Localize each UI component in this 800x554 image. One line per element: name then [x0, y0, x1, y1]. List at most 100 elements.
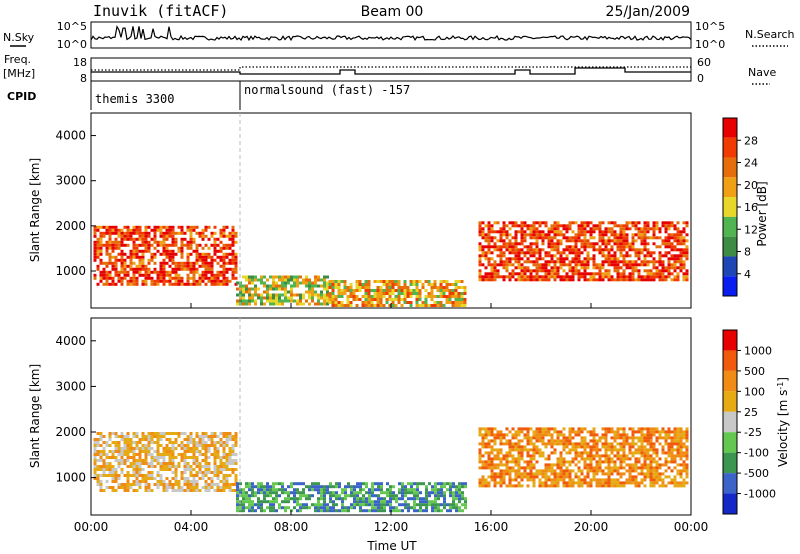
heatmap-cell	[562, 457, 566, 461]
heatmap-cell	[102, 267, 106, 271]
heatmap-cell	[111, 276, 115, 280]
heatmap-cell	[622, 427, 626, 431]
heatmap-cell	[394, 295, 398, 298]
heatmap-cell	[601, 263, 605, 267]
heatmap-cell	[254, 287, 257, 291]
heatmap-cell	[673, 481, 677, 485]
heatmap-cell	[553, 233, 557, 237]
heatmap-cell	[132, 456, 136, 459]
heatmap-cell	[505, 466, 509, 470]
heatmap-cell	[415, 292, 419, 295]
heatmap-cell	[541, 236, 545, 240]
heatmap-cell	[580, 224, 584, 228]
heatmap-cell	[314, 278, 317, 282]
heatmap-cell	[147, 261, 151, 265]
heatmap-cell	[225, 483, 229, 486]
heatmap-cell	[362, 497, 365, 501]
heatmap-cell	[622, 254, 626, 258]
heatmap-cell	[323, 293, 326, 297]
heatmap-cell	[374, 494, 377, 498]
heatmap-cell	[607, 269, 611, 273]
heatmap-cell	[126, 480, 130, 483]
heatmap-cell	[601, 445, 605, 449]
heatmap-cell	[413, 488, 416, 492]
heatmap-cell	[356, 503, 359, 507]
heatmap-cell	[293, 281, 296, 285]
heatmap-cell	[607, 472, 611, 476]
heatmap-cell	[628, 469, 632, 473]
heatmap-cell	[314, 302, 317, 306]
heatmap-cell	[183, 459, 187, 462]
heatmap-cell	[511, 257, 515, 261]
heatmap-cell	[204, 225, 208, 229]
heatmap-cell	[607, 475, 611, 479]
heatmap-cell	[652, 257, 656, 261]
heatmap-cell	[511, 221, 515, 225]
heatmap-cell	[460, 298, 464, 301]
heatmap-cell	[649, 275, 653, 279]
heatmap-cell	[523, 245, 527, 249]
heatmap-cell	[278, 299, 281, 303]
heatmap-cell	[225, 465, 229, 468]
heatmap-cell	[481, 233, 485, 237]
heatmap-cell	[446, 503, 449, 507]
heatmap-cell	[673, 439, 677, 443]
heatmap-cell	[374, 488, 377, 492]
heatmap-cell	[487, 427, 491, 431]
heatmap-cell	[685, 245, 689, 249]
heatmap-cell	[631, 439, 635, 443]
heatmap-cell	[649, 484, 653, 488]
heatmap-cell	[96, 249, 100, 253]
heatmap-cell	[138, 270, 142, 274]
heatmap-cell	[114, 456, 118, 459]
heatmap-cell	[425, 491, 428, 495]
heatmap-cell	[120, 447, 124, 450]
heatmap-cell	[580, 260, 584, 264]
heatmap-cell	[263, 290, 266, 294]
heatmap-cell	[520, 248, 524, 252]
heatmap-cell	[225, 456, 229, 459]
heatmap-cell	[502, 242, 506, 246]
heatmap-cell	[619, 463, 623, 467]
heatmap-cell	[379, 289, 383, 292]
heatmap-cell	[679, 266, 683, 270]
heatmap-cell	[583, 442, 587, 446]
heatmap-cell	[661, 278, 665, 282]
heatmap-cell	[529, 233, 533, 237]
heatmap-cell	[410, 485, 413, 489]
heatmap-cell	[487, 433, 491, 437]
heatmap-cell	[586, 442, 590, 446]
heatmap-cell	[397, 292, 401, 295]
heatmap-cell	[610, 278, 614, 282]
heatmap-cell	[141, 237, 145, 241]
heatmap-cell	[400, 286, 404, 289]
heatmap-cell	[346, 295, 350, 298]
heatmap-cell	[398, 491, 401, 495]
heatmap-cell	[601, 278, 605, 282]
heatmap-cell	[613, 263, 617, 267]
heatmap-cell	[556, 478, 560, 482]
heatmap-cell	[275, 491, 278, 495]
heatmap-cell	[222, 234, 226, 238]
heatmap-cell	[592, 266, 596, 270]
heatmap-cell	[123, 459, 127, 462]
heatmap-cell	[550, 466, 554, 470]
heatmap-cell	[544, 472, 548, 476]
heatmap-cell	[559, 433, 563, 437]
heatmap-cell	[520, 266, 524, 270]
heatmap-cell	[673, 448, 677, 452]
heatmap-cell	[228, 456, 232, 459]
heatmap-cell	[311, 281, 314, 285]
heatmap-cell	[201, 435, 205, 438]
heatmap-cell	[93, 471, 97, 474]
heatmap-cell	[562, 263, 566, 267]
heatmap-cell	[278, 287, 281, 291]
heatmap-cell	[496, 239, 500, 243]
heatmap-cell	[201, 252, 205, 256]
heatmap-cell	[281, 506, 284, 510]
heatmap-cell	[532, 227, 536, 231]
heatmap-cell	[135, 255, 139, 259]
heatmap-cell	[496, 245, 500, 249]
heatmap-cell	[610, 221, 614, 225]
heatmap-cell	[634, 448, 638, 452]
